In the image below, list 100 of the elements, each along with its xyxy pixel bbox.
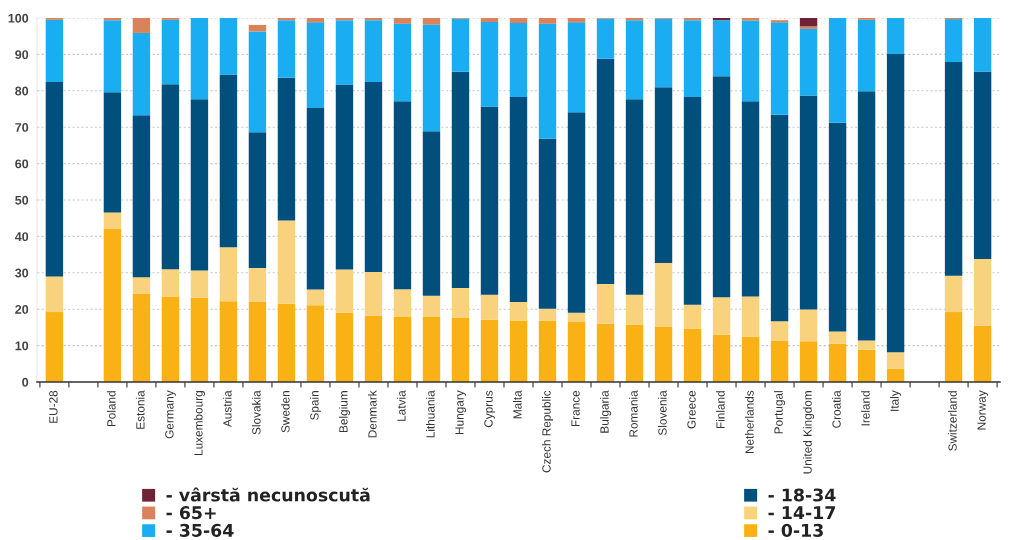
bar — [683, 20, 702, 97]
bar — [103, 92, 122, 213]
bar — [480, 18, 499, 22]
x-tick-label: Slovakia — [251, 390, 261, 435]
bar — [335, 269, 354, 313]
bar — [190, 99, 209, 271]
x-tick-label: Norway — [977, 390, 989, 430]
bar — [335, 20, 354, 85]
bar — [190, 297, 209, 382]
x-tick-label: Denmark — [367, 390, 377, 438]
bar — [480, 294, 499, 320]
x-tick-label: Romania — [629, 390, 638, 437]
bar — [219, 247, 238, 302]
bar — [567, 112, 586, 313]
bar — [625, 99, 644, 295]
bar — [248, 301, 267, 382]
bar — [683, 328, 702, 382]
bar — [45, 312, 64, 382]
bar — [103, 20, 122, 93]
bar — [132, 32, 151, 116]
x-tick-label: Greece — [687, 390, 696, 429]
bar — [335, 312, 354, 382]
bar — [886, 54, 905, 353]
bar — [886, 352, 905, 369]
bar — [451, 317, 470, 382]
x-tick-label: Czech Republic — [542, 390, 554, 473]
bar — [799, 309, 818, 342]
bar — [973, 258, 992, 326]
x-tick-label: Switzerland — [948, 391, 957, 451]
bar — [828, 18, 847, 123]
legend-label: - 14-17 — [768, 506, 835, 519]
bar — [277, 303, 296, 382]
x-tick-label: Latvia — [396, 390, 406, 421]
bar — [770, 22, 789, 115]
x-tick-label: Slovenia — [658, 390, 667, 436]
bar — [712, 76, 731, 298]
bar — [451, 288, 470, 318]
bar — [45, 19, 64, 83]
bar — [857, 19, 876, 92]
x-tick-label: Netherlands — [745, 390, 754, 454]
bar — [132, 115, 151, 278]
x-tick-label: Luxembourg — [193, 391, 205, 455]
bar — [422, 18, 441, 25]
x-tick-label: France — [571, 390, 580, 427]
bar — [828, 331, 847, 344]
legend-label: - 0-13 — [768, 523, 823, 537]
bar — [538, 138, 557, 309]
bar — [770, 114, 789, 322]
x-tick-label: Poland — [106, 391, 116, 427]
x-tick-label: Portugal — [774, 391, 786, 434]
bar — [393, 18, 412, 24]
bar — [538, 308, 557, 321]
x-tick-label: EU-28 — [49, 390, 58, 423]
bar — [654, 87, 673, 263]
bar — [741, 20, 760, 102]
x-tick-label: Germany — [165, 390, 176, 439]
bar — [277, 220, 296, 304]
bar — [538, 23, 557, 139]
bar — [509, 96, 528, 302]
bar — [132, 293, 151, 382]
bar — [422, 24, 441, 132]
bar — [509, 320, 528, 382]
bar — [741, 296, 760, 337]
bar — [973, 18, 992, 72]
bar — [364, 272, 383, 316]
bar — [364, 20, 383, 83]
bar — [828, 122, 847, 332]
bar — [712, 297, 731, 335]
bar — [480, 22, 499, 107]
bar — [596, 284, 615, 324]
bar — [190, 18, 209, 100]
bar — [538, 18, 557, 24]
y-tick-label: 70 — [15, 123, 29, 132]
bar — [277, 77, 296, 221]
bar — [509, 18, 528, 24]
bar — [770, 321, 789, 341]
x-tick-label: United Kingdom — [803, 391, 815, 474]
x-tick-label: Belgium — [338, 391, 350, 433]
bar — [248, 31, 267, 133]
bar — [45, 276, 64, 313]
bar — [654, 18, 673, 88]
bar — [306, 107, 325, 290]
bar — [219, 301, 238, 382]
bar — [393, 101, 412, 290]
bar — [799, 26, 818, 29]
bar — [828, 343, 847, 382]
bar — [625, 294, 644, 325]
bar — [683, 304, 702, 329]
bar — [451, 18, 470, 72]
bar — [596, 58, 615, 285]
bar — [132, 277, 151, 294]
bar — [857, 340, 876, 350]
x-tick-label: Ireland — [861, 391, 870, 426]
y-tick-label: 50 — [15, 195, 29, 205]
x-tick-label: Malta — [513, 390, 522, 419]
bar — [480, 106, 499, 295]
bar — [480, 319, 499, 382]
bar — [132, 18, 151, 33]
bar — [103, 212, 122, 230]
bar — [654, 327, 673, 382]
